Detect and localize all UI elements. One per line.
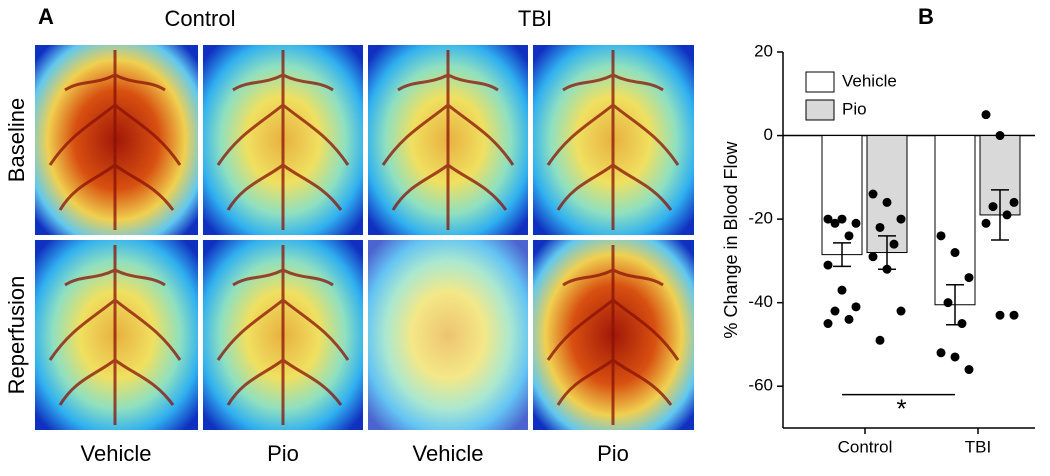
column-label: Pio xyxy=(267,441,299,466)
data-point xyxy=(896,306,906,316)
data-point xyxy=(830,306,840,316)
data-point xyxy=(823,319,833,329)
group-label: Control xyxy=(165,6,236,31)
group-label: TBI xyxy=(518,6,552,31)
data-point xyxy=(988,202,998,212)
panel-a-images xyxy=(35,45,694,430)
data-point xyxy=(868,189,878,199)
data-point xyxy=(875,222,885,232)
data-point xyxy=(868,252,878,262)
y-axis-label: % Change in Blood Flow xyxy=(721,140,741,338)
data-point xyxy=(882,197,892,207)
column-label: Vehicle xyxy=(81,441,152,466)
data-point xyxy=(830,218,840,228)
x-tick-label: Control xyxy=(838,437,893,456)
data-point xyxy=(889,239,899,249)
x-tick-label: TBI xyxy=(965,437,991,456)
data-point xyxy=(882,264,892,274)
row-label: Baseline xyxy=(4,98,29,182)
data-point xyxy=(823,260,833,270)
legend-swatch xyxy=(805,99,835,121)
column-label: Vehicle xyxy=(413,441,484,466)
data-point xyxy=(943,298,953,308)
legend-label: Pio xyxy=(842,99,867,118)
data-point xyxy=(936,231,946,241)
data-point xyxy=(964,365,974,375)
column-label: Pio xyxy=(597,441,629,466)
data-point xyxy=(950,248,960,258)
data-point xyxy=(823,214,833,224)
y-tick-label: -40 xyxy=(748,292,773,311)
data-point xyxy=(851,218,861,228)
data-point xyxy=(995,310,1005,320)
legend-swatch xyxy=(805,71,835,93)
data-point xyxy=(1009,310,1019,320)
data-point xyxy=(837,285,847,295)
data-point xyxy=(896,214,906,224)
data-point xyxy=(957,319,967,329)
data-point xyxy=(981,218,991,228)
data-point xyxy=(964,273,974,283)
data-point xyxy=(1009,197,1019,207)
data-point xyxy=(844,231,854,241)
data-point xyxy=(844,314,854,324)
data-point xyxy=(950,352,960,362)
legend-label: Vehicle xyxy=(842,71,897,90)
row-label: Reperfusion xyxy=(4,276,29,395)
data-point xyxy=(936,348,946,358)
y-tick-label: -20 xyxy=(748,209,773,228)
y-tick-label: -60 xyxy=(748,376,773,395)
significance-label: * xyxy=(896,393,906,423)
panel-label: A xyxy=(38,4,54,29)
data-point xyxy=(1002,210,1012,220)
data-point xyxy=(837,214,847,224)
panel-label: B xyxy=(918,4,934,29)
data-point xyxy=(995,131,1005,141)
data-point xyxy=(851,302,861,312)
bar xyxy=(821,135,863,256)
y-tick-label: 20 xyxy=(754,41,773,60)
data-point xyxy=(875,335,885,345)
y-tick-label: 0 xyxy=(764,125,773,144)
data-point xyxy=(981,110,991,120)
